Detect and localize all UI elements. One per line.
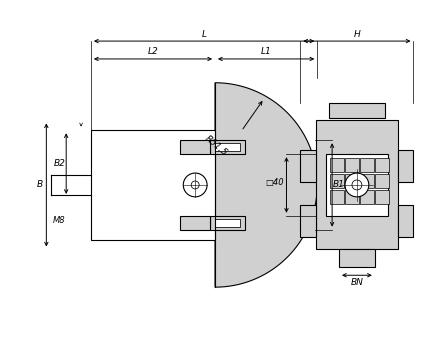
- Text: L: L: [201, 30, 207, 39]
- Text: L1: L1: [261, 47, 272, 56]
- Text: L2: L2: [148, 47, 158, 56]
- Text: B2: B2: [53, 159, 65, 168]
- Polygon shape: [215, 83, 317, 287]
- Text: R51,5: R51,5: [204, 134, 229, 158]
- Circle shape: [352, 180, 362, 190]
- Circle shape: [191, 181, 199, 189]
- Polygon shape: [375, 158, 388, 172]
- Polygon shape: [215, 219, 240, 227]
- Polygon shape: [345, 174, 359, 188]
- Polygon shape: [316, 121, 398, 250]
- Polygon shape: [215, 143, 240, 151]
- Text: BN: BN: [351, 278, 363, 287]
- Polygon shape: [345, 158, 359, 172]
- Polygon shape: [398, 205, 413, 237]
- Polygon shape: [360, 174, 374, 188]
- Circle shape: [183, 173, 207, 197]
- Text: B: B: [36, 181, 42, 190]
- Polygon shape: [181, 140, 210, 154]
- Polygon shape: [375, 174, 388, 188]
- Text: B1: B1: [333, 181, 345, 190]
- Polygon shape: [330, 158, 344, 172]
- Polygon shape: [329, 103, 385, 118]
- Text: M8: M8: [53, 216, 65, 225]
- Text: □40: □40: [265, 178, 284, 187]
- Polygon shape: [300, 205, 316, 237]
- Circle shape: [345, 173, 369, 197]
- Polygon shape: [326, 154, 388, 216]
- Polygon shape: [345, 190, 359, 204]
- Polygon shape: [181, 216, 210, 230]
- Polygon shape: [360, 158, 374, 172]
- Polygon shape: [210, 140, 245, 154]
- Polygon shape: [360, 190, 374, 204]
- Polygon shape: [339, 250, 375, 267]
- Polygon shape: [330, 190, 344, 204]
- Polygon shape: [330, 174, 344, 188]
- Text: H: H: [354, 30, 360, 39]
- Polygon shape: [210, 216, 245, 230]
- Polygon shape: [300, 150, 316, 182]
- Polygon shape: [398, 150, 413, 182]
- Polygon shape: [91, 130, 215, 239]
- Polygon shape: [375, 190, 388, 204]
